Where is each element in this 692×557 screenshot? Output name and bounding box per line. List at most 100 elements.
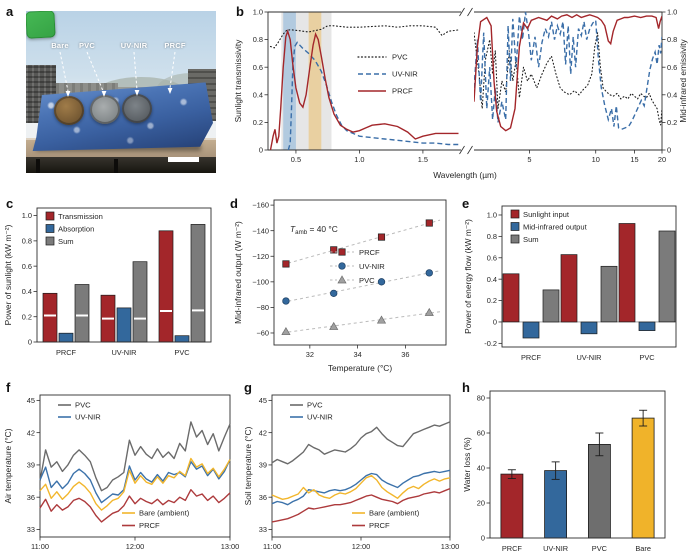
railing-post [114,159,118,173]
svg-text:32: 32 [306,350,314,359]
svg-text:1.5: 1.5 [418,155,428,164]
svg-text:1.0: 1.0 [253,8,263,17]
svg-text:Bare (ambient): Bare (ambient) [139,509,190,518]
svg-text:−100: −100 [252,277,269,286]
sample-label-uvnir: UV-NIR [120,41,148,50]
svg-text:PRCF: PRCF [521,353,542,362]
svg-text:36: 36 [401,350,409,359]
svg-text:Transmission: Transmission [58,212,103,221]
svg-text:0.8: 0.8 [667,35,677,44]
svg-text:PVC: PVC [307,401,323,410]
svg-text:UV-NIR: UV-NIR [576,353,601,362]
svg-text:1.0: 1.0 [354,155,364,164]
svg-text:11:00: 11:00 [31,542,49,551]
sample-label-pvc: PVC [78,41,96,50]
sample-label-prcf: PRCF [164,41,186,50]
svg-text:0.2: 0.2 [667,118,677,127]
svg-text:13:00: 13:00 [221,542,240,551]
svg-text:0.2: 0.2 [487,296,497,305]
scale-bar [168,157,199,162]
svg-text:Absorption: Absorption [58,224,94,233]
panel-label-g: g [244,380,252,395]
svg-text:Power of sunlight (kW m⁻²): Power of sunlight (kW m⁻²) [3,224,13,325]
svg-text:UV-NIR: UV-NIR [359,262,385,271]
panel-label-b: b [236,4,244,19]
leader-lines [59,51,176,97]
svg-text:0.2: 0.2 [253,118,263,127]
svg-text:42: 42 [27,428,35,437]
svg-text:PRCF: PRCF [392,87,413,96]
svg-text:Mid-infrared output: Mid-infrared output [523,222,588,231]
svg-text:80: 80 [477,394,485,403]
svg-text:0.4: 0.4 [22,287,32,296]
svg-text:UV-NIR: UV-NIR [392,70,418,79]
panel-label-f: f [6,380,11,395]
svg-text:20: 20 [658,155,666,164]
svg-text:0: 0 [259,146,263,155]
svg-text:12:00: 12:00 [126,542,145,551]
svg-text:Temperature (°C): Temperature (°C) [328,363,393,373]
svg-text:PVC: PVC [639,353,655,362]
svg-text:Water loss (%): Water loss (%) [462,437,472,492]
svg-text:0.6: 0.6 [22,262,32,271]
rooftop-photo: Bare PVC UV-NIR PRCF [26,11,216,173]
svg-text:1.0: 1.0 [487,211,497,220]
spectra-chart: 0 0 0.2 0.2 0.4 0.4 0.6 0.6 0.8 0.8 1.0 1.0 0.5 1.0 1.… [230,0,692,190]
svg-text:45: 45 [259,396,267,405]
svg-text:11:00: 11:00 [263,542,281,551]
panel-label-a: a [6,4,14,19]
svg-text:Air temperature (°C): Air temperature (°C) [3,428,13,503]
svg-text:PRCF: PRCF [139,521,160,530]
sample-label-bare: Bare [51,41,69,50]
svg-text:40: 40 [477,464,485,473]
svg-text:Sum: Sum [58,237,74,246]
svg-text:−80: −80 [256,303,269,312]
svg-text:0.6: 0.6 [253,63,263,72]
mid-infrared-output-scatter: −160 −140 −120 −100 −80 −60 32 34 36 Temperature … [230,190,460,375]
panel-label-c: c [6,196,14,211]
chart-svg: PRCF UV-NIR PVC 0 0.2 0.4 0.6 0.8 1.0 Power of su… [3,207,212,357]
svg-text:0.2: 0.2 [22,312,32,321]
bare-soil-sample [54,96,84,125]
chart-svg: 33 36 39 42 45 11:00 12:00 13:00 Air temperature… [3,394,240,551]
svg-text:−120: −120 [252,252,269,261]
svg-text:0: 0 [667,146,671,155]
svg-text:UV-NIR: UV-NIR [111,348,136,357]
svg-text:−60: −60 [256,329,269,338]
svg-text:0.4: 0.4 [667,90,677,99]
panel-label-e: e [462,196,470,211]
svg-text:34: 34 [353,350,361,359]
svg-text:0.8: 0.8 [253,35,263,44]
svg-text:0.6: 0.6 [487,253,497,262]
svg-text:−160: −160 [252,201,269,210]
svg-text:33: 33 [27,525,35,534]
svg-text:−140: −140 [252,226,269,235]
svg-text:PVC: PVC [359,276,375,285]
svg-text:39: 39 [27,461,35,470]
svg-text:0: 0 [481,534,485,543]
chart-svg: 0 0 0.2 0.2 0.4 0.4 0.6 0.6 0.8 0.8 1.0 1.0 0.5 1.0 1.… [233,8,688,180]
uv-nir-film-sample [122,94,152,123]
svg-text:10: 10 [592,155,600,164]
svg-text:Soil temperature (°C): Soil temperature (°C) [243,426,253,505]
svg-text:20: 20 [477,499,485,508]
svg-text:UV-NIR: UV-NIR [543,544,568,553]
svg-text:12:00: 12:00 [352,542,371,551]
svg-text:42: 42 [259,428,267,437]
svg-text:13:00: 13:00 [441,542,460,551]
svg-text:5: 5 [527,155,531,164]
svg-text:60: 60 [477,429,485,438]
svg-text:Mid-infrared emissivity: Mid-infrared emissivity [678,39,688,123]
svg-text:39: 39 [259,461,267,470]
svg-text:Bare (ambient): Bare (ambient) [369,509,420,518]
svg-text:PVC: PVC [75,401,91,410]
svg-text:36: 36 [259,493,267,502]
svg-text:Bare: Bare [635,544,651,553]
svg-text:36: 36 [27,493,35,502]
svg-text:0.6: 0.6 [667,63,677,72]
air-temperature-chart: 33 36 39 42 45 11:00 12:00 13:00 Air temperature… [0,375,240,557]
svg-text:0: 0 [493,318,497,327]
water-loss-bar-chart: PRCF UV-NIR PVC Bare 0 20 40 60 80 Water loss (%) [460,375,692,557]
chart-svg: PRCF UV-NIR PVC Bare 0 20 40 60 80 Water loss (%) [462,390,666,553]
svg-text:Sum: Sum [523,235,539,244]
